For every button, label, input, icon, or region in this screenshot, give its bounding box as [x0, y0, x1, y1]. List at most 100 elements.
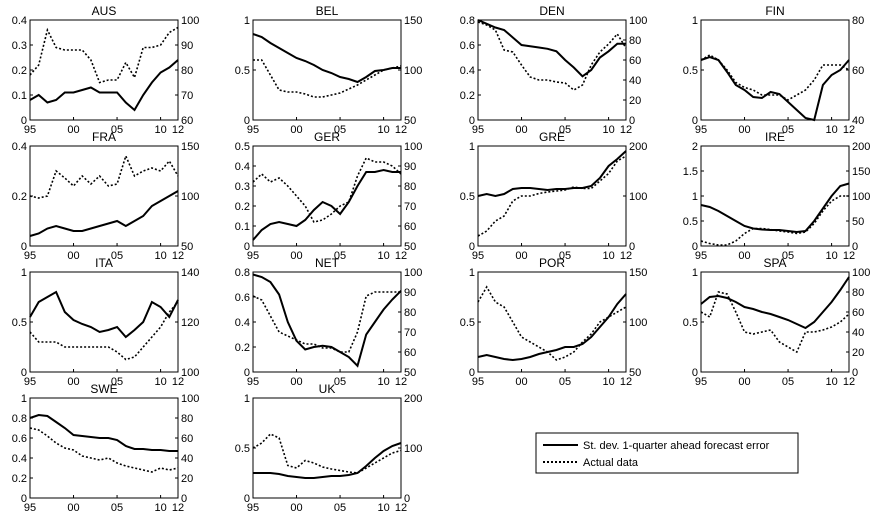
left-tick-label: 1	[692, 267, 698, 279]
left-tick-label: 0.8	[12, 413, 27, 425]
x-tick-label: 12	[620, 250, 632, 262]
panel-title-ger: GER	[314, 130, 340, 144]
right-tick-label: 80	[404, 181, 416, 193]
x-tick-label: 00	[290, 376, 302, 388]
right-tick-label: 150	[852, 166, 870, 178]
panel-title-ire: IRE	[765, 130, 785, 144]
plot-frame-ger	[252, 145, 402, 247]
left-tick-label: 1	[21, 393, 27, 405]
x-tick-label: 10	[602, 376, 614, 388]
right-tick-label: 0	[629, 115, 635, 127]
left-tick-label: 1	[244, 393, 250, 405]
left-tick-label: 0.2	[12, 65, 27, 77]
legend: St. dev. 1-quarter ahead forecast error …	[535, 432, 799, 474]
left-tick-label: 0.2	[460, 90, 475, 102]
x-tick-label: 05	[111, 376, 123, 388]
right-tick-label: 80	[852, 15, 864, 27]
left-tick-label: 0	[469, 241, 475, 253]
panel-fra: FRA 95 00 05 10 12 0 0.2 0.4 50 100 150	[12, 130, 200, 262]
left-tick-label: 0	[21, 367, 27, 379]
plot-frame-aus	[29, 19, 179, 121]
x-tick-label: 00	[515, 376, 527, 388]
left-tick-label: 0	[244, 367, 250, 379]
x-tick-label: 12	[620, 376, 632, 388]
actual-data-line-swe	[29, 427, 179, 473]
x-tick-label: 05	[111, 250, 123, 262]
right-tick-label: 140	[181, 267, 199, 279]
right-tick-label: 90	[404, 287, 416, 299]
right-tick-label: 100	[181, 191, 199, 203]
panel-title-net: NET	[315, 256, 340, 270]
right-tick-label: 150	[404, 15, 422, 27]
right-tick-label: 200	[404, 393, 422, 405]
plot-frame-fin	[700, 19, 850, 121]
left-tick-label: 0	[244, 115, 250, 127]
x-tick-label: 95	[247, 250, 259, 262]
right-tick-label: 50	[181, 241, 193, 253]
right-tick-label: 100	[852, 191, 870, 203]
x-tick-label: 95	[247, 124, 259, 136]
x-tick-label: 95	[24, 124, 36, 136]
right-tick-label: 100	[629, 191, 647, 203]
right-tick-label: 80	[181, 413, 193, 425]
right-tick-label: 60	[852, 65, 864, 77]
right-tick-label: 40	[852, 327, 864, 339]
x-tick-label: 95	[24, 502, 36, 514]
x-tick-label: 10	[602, 250, 614, 262]
left-tick-label: 0.5	[235, 65, 250, 77]
plot-frame-uk	[252, 397, 402, 499]
x-tick-label: 00	[290, 502, 302, 514]
right-tick-label: 70	[181, 90, 193, 102]
left-tick-label: 0	[469, 115, 475, 127]
x-tick-label: 10	[377, 124, 389, 136]
x-tick-label: 05	[334, 250, 346, 262]
left-tick-label: 0	[244, 241, 250, 253]
legend-box	[535, 432, 799, 474]
right-tick-label: 100	[404, 141, 422, 153]
left-tick-label: 0.5	[683, 65, 698, 77]
right-tick-label: 100	[852, 267, 870, 279]
left-tick-label: 0.4	[235, 161, 250, 173]
x-tick-label: 05	[782, 124, 794, 136]
actual-data-line-aus	[29, 26, 179, 84]
forecast-error-line-den	[477, 19, 626, 78]
x-tick-label: 12	[172, 250, 184, 262]
x-tick-label: 10	[377, 376, 389, 388]
x-tick-label: 12	[395, 124, 407, 136]
x-tick-label: 10	[602, 124, 614, 136]
left-tick-label: 0.8	[460, 15, 475, 27]
right-tick-label: 40	[629, 75, 641, 87]
right-tick-label: 150	[181, 141, 199, 153]
forecast-error-line-bel	[252, 33, 401, 84]
x-tick-label: 10	[377, 250, 389, 262]
panel-aus: AUS 95 00 05 10 12 0 0.1 0.2 0.3 0.4 60 70 80 90 100	[12, 4, 200, 136]
forecast-error-line-swe	[29, 413, 178, 452]
x-tick-label: 05	[782, 250, 794, 262]
left-tick-label: 0.5	[235, 141, 250, 153]
panel-title-den: DEN	[539, 4, 564, 18]
x-tick-label: 00	[738, 250, 750, 262]
right-tick-label: 50	[404, 367, 416, 379]
left-tick-label: 0	[692, 367, 698, 379]
x-tick-label: 05	[559, 124, 571, 136]
left-tick-label: 0	[21, 493, 27, 505]
x-tick-label: 00	[515, 124, 527, 136]
left-tick-label: 0	[692, 115, 698, 127]
plot-frame-ita	[29, 271, 179, 373]
x-tick-label: 05	[334, 376, 346, 388]
forecast-error-line-spa	[700, 276, 850, 330]
panel-title-uk: UK	[319, 382, 336, 396]
left-tick-label: 0.4	[12, 15, 27, 27]
right-tick-label: 20	[181, 473, 193, 485]
x-tick-label: 95	[472, 376, 484, 388]
panel-title-swe: SWE	[90, 382, 117, 396]
x-tick-label: 12	[172, 124, 184, 136]
panel-net: NET 95 00 05 10 12 0 0.2 0.4 0.6 0.8 50 60 70 80 90 100	[235, 256, 423, 388]
right-tick-label: 90	[181, 40, 193, 52]
right-tick-label: 80	[181, 65, 193, 77]
